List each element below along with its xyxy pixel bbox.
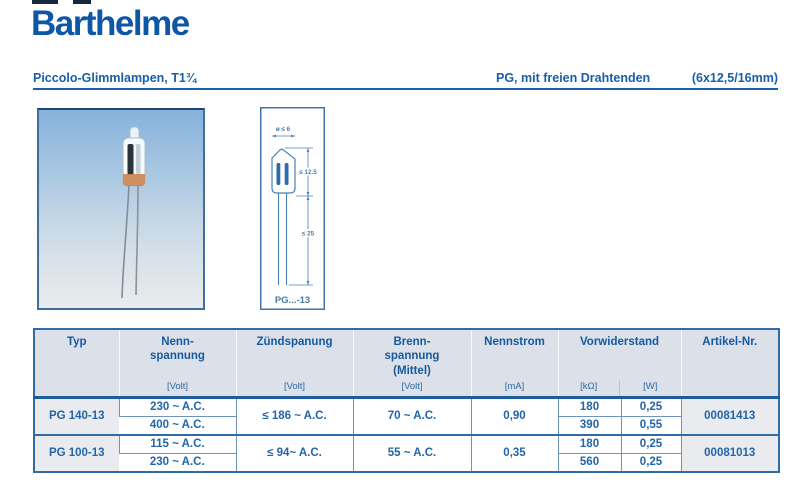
cell-brennspannung: 55 ~ A.C. <box>352 434 471 472</box>
drawing-caption: PG...-13 <box>275 295 310 306</box>
cell-nennspannung: 400 ~ A.C. <box>119 416 236 435</box>
wire-length-dimension-label: ≤ 25 <box>302 231 315 238</box>
cell-zuendspannung: ≤ 186 ~ A.C. <box>235 397 353 435</box>
cell-vorwiderstand-watt: 0,55 <box>620 416 681 435</box>
table-row: 400 ~ A.C. 390 0,55 <box>34 416 779 435</box>
lamp-outline <box>271 148 296 194</box>
cell-vorwiderstand-kohm: 180 <box>557 434 621 454</box>
specification-table: Typ Nenn- spannung [Volt] Zündspanung [V… <box>33 328 780 473</box>
col-header-typ: Typ <box>34 329 119 399</box>
cell-zuendspannung: ≤ 94~ A.C. <box>235 434 353 472</box>
cell-typ: PG 140-13 <box>34 397 119 435</box>
cell-nennstrom: 0,35 <box>470 434 558 472</box>
drawing-frame <box>260 107 325 310</box>
cell-vorwiderstand-kohm: 390 <box>557 416 621 435</box>
page-edge-artifact <box>32 0 58 4</box>
dimension-title: (6x12,5/16mm) <box>691 71 778 85</box>
cell-nennspannung: 230 ~ A.C. <box>118 397 236 417</box>
col-header-vorwiderstand: Vorwiderstand [kΩ] [W] <box>557 329 681 399</box>
bulb-length-dimension-label: ≤ 12.5 <box>299 169 317 176</box>
cell-artikel-nr: 00081413 <box>680 397 779 435</box>
variant-title: PG, mit freien Drahtenden <box>496 71 651 85</box>
table-row: 230 ~ A.C. 560 0,25 <box>34 453 779 472</box>
cell-nennstrom: 0,90 <box>470 397 558 435</box>
cell-nennspannung: 230 ~ A.C. <box>119 453 236 472</box>
cell-brennspannung: 70 ~ A.C. <box>352 397 471 435</box>
section-title-bar: Piccolo-Glimmlampen, T1¾ PG, mit freien … <box>33 66 778 90</box>
unit-watt: [W] <box>619 379 681 396</box>
product-family-title: Piccolo-Glimmlampen, T1¾ <box>33 71 197 85</box>
barthelme-logo: Barthelme <box>31 4 190 43</box>
product-photo <box>37 108 205 310</box>
col-header-nennstrom: Nennstrom [mA] <box>470 329 558 399</box>
col-header-nennspannung: Nenn- spannung [Volt] <box>118 329 236 399</box>
cell-artikel-nr: 00081013 <box>680 434 779 472</box>
unit-kohm: [kΩ] <box>580 380 598 392</box>
col-header-artikel-nr: Artikel-Nr. <box>680 329 779 399</box>
col-header-zuendspannung: Zündspanung [Volt] <box>235 329 353 399</box>
technical-drawing: ø ≤ 6 ≤ 12.5 ≤ 25 PG...-13 <box>260 107 325 310</box>
page-edge-artifact <box>73 0 91 4</box>
cell-vorwiderstand-kohm: 560 <box>557 453 621 472</box>
cell-vorwiderstand-watt: 0,25 <box>620 434 681 454</box>
glow-lamp-photo-illustration <box>121 126 146 299</box>
cell-nennspannung: 115 ~ A.C. <box>118 434 236 454</box>
cell-vorwiderstand-watt: 0,25 <box>620 453 681 472</box>
diameter-dimension-label: ø ≤ 6 <box>276 126 291 133</box>
cell-typ: PG 100-13 <box>34 434 119 472</box>
table-header-row: Typ Nenn- spannung [Volt] Zündspanung [V… <box>34 329 779 399</box>
table-row: PG 100-13 115 ~ A.C. ≤ 94~ A.C. 55 ~ A.C… <box>34 434 779 472</box>
cell-vorwiderstand-watt: 0,25 <box>620 397 681 417</box>
cell-vorwiderstand-kohm: 180 <box>557 397 621 417</box>
col-header-brennspannung: Brenn- spannung (Mittel) [Volt] <box>352 329 471 399</box>
table-row: PG 140-13 230 ~ A.C. ≤ 186 ~ A.C. 70 ~ A… <box>34 397 779 435</box>
